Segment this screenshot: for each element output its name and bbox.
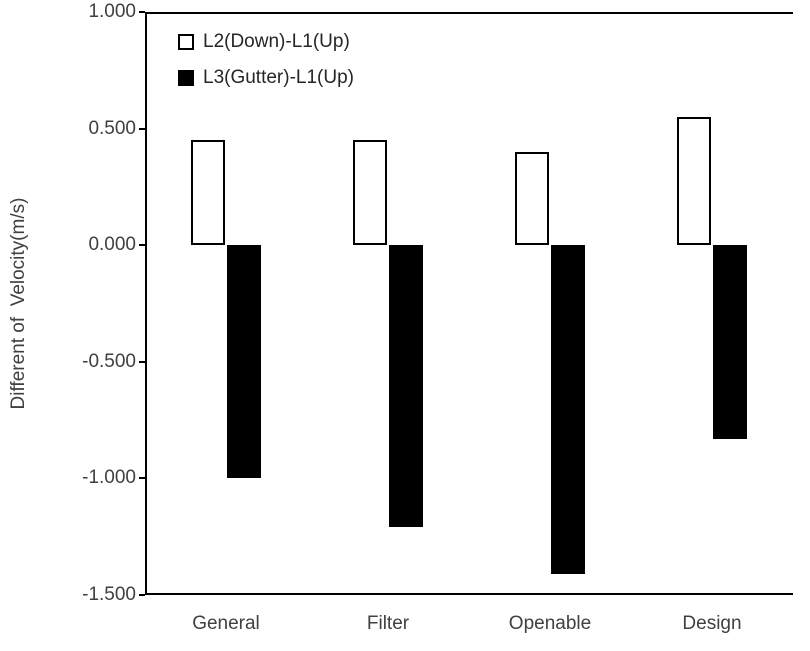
y-tick-mark <box>139 127 145 130</box>
bar-l3-openable <box>551 245 585 574</box>
y-tick-mark <box>139 594 145 596</box>
legend: L2(Down)-L1(Up) L3(Gutter)-L1(Up) <box>178 30 354 102</box>
legend-label-l3: L3(Gutter)-L1(Up) <box>203 67 354 88</box>
y-tick-label: 1.000 <box>88 1 136 22</box>
legend-label-l2: L2(Down)-L1(Up) <box>203 31 350 52</box>
x-category-label: General <box>192 613 260 634</box>
bar-l3-design <box>713 245 747 439</box>
y-tick-mark <box>139 11 145 13</box>
y-tick-label: 0.500 <box>88 117 136 139</box>
y-tick-label: -0.500 <box>82 350 136 372</box>
legend-swatch-solid-icon <box>178 70 194 86</box>
legend-swatch-open-icon <box>178 34 194 50</box>
y-tick-label: -1.500 <box>82 584 136 605</box>
y-tick-mark <box>139 477 145 480</box>
legend-item-l3: L3(Gutter)-L1(Up) <box>178 66 354 90</box>
bar-l3-general <box>227 245 261 479</box>
y-axis-title: Different of Velocity(m/s) <box>8 197 29 410</box>
x-category-label: Filter <box>366 613 410 634</box>
bar-l2-design <box>677 116 711 246</box>
bar-l2-openable <box>515 151 549 246</box>
y-tick-label: -1.000 <box>82 467 136 489</box>
bar-l2-general <box>191 140 225 246</box>
y-tick-label: 0.000 <box>88 234 136 256</box>
plot-area <box>145 12 793 595</box>
bar-l3-filter <box>389 245 423 528</box>
y-tick-mark <box>139 360 145 363</box>
bar-l2-filter <box>353 140 387 246</box>
legend-item-l2: L2(Down)-L1(Up) <box>178 30 354 54</box>
x-category-label: Design <box>682 613 742 634</box>
y-tick-mark <box>139 244 145 247</box>
x-category-label: Openable <box>508 613 592 634</box>
